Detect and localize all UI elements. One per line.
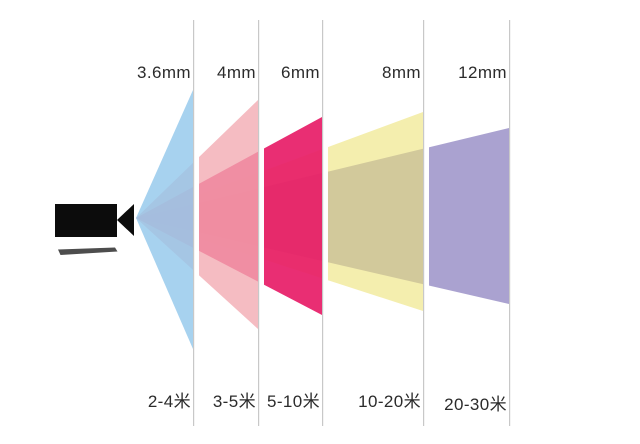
divider-strip [322,20,328,426]
distance-label-20-30m: 20-30米 [444,395,507,414]
divider-strip [423,20,429,426]
camera-body [55,204,117,237]
focal-label-3-6mm: 3.6mm [137,63,191,82]
focal-label-8mm: 8mm [382,63,421,82]
divider-line [423,20,425,426]
camera-lens [117,204,134,236]
focal-label-6mm: 6mm [281,63,320,82]
video-camera-icon [55,204,134,255]
divider-line [258,20,260,426]
distance-label-5-10m: 5-10米 [266,392,320,411]
fov-cone-3.6mm [136,90,193,349]
distance-label-2-4m: 2-4米 [147,392,191,411]
divider-strip [193,20,199,426]
camera-shadow [58,247,118,255]
divider-line [193,20,195,426]
divider-line [322,20,324,426]
distance-label-3-5m: 3-5米 [212,392,256,411]
focal-label-4mm: 4mm [217,63,256,82]
divider-strip [258,20,264,426]
distance-divider-lines [193,20,515,426]
divider-line [509,20,511,426]
distance-label-10-20m: 10-20米 [358,392,421,411]
divider-strip [509,20,515,426]
focal-label-12mm: 12mm [458,63,507,82]
